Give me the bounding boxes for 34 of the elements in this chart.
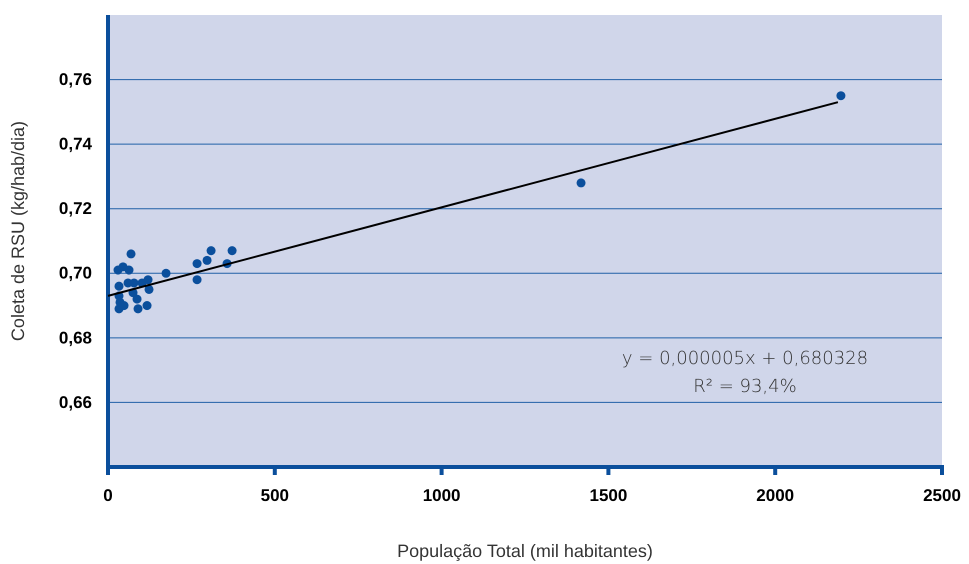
point (206, 246, 216, 256)
y-tick-label: 0,74 (58, 134, 93, 154)
point (576, 178, 586, 188)
x-tick-label: 1000 (422, 486, 461, 506)
point (126, 249, 136, 258)
point (114, 282, 124, 291)
point (113, 266, 123, 275)
x-tick-label: 2000 (756, 486, 794, 506)
point (144, 284, 154, 294)
x-axis-title: População Total (mil habitantes) (397, 541, 653, 561)
y-tick-label: 0,70 (58, 264, 92, 283)
point (192, 259, 202, 268)
point (192, 275, 202, 284)
annotation: R² = 93,4% (693, 376, 797, 397)
y-axis-title: Coleta de RSU (kg/hab/dia) (8, 120, 28, 342)
point (124, 266, 134, 275)
point (114, 304, 124, 314)
point (132, 294, 142, 304)
point (836, 91, 846, 100)
point (144, 275, 153, 284)
x-tick-label: 1500 (589, 486, 628, 506)
annotation: y = 0,000005x + 0,680328 (622, 348, 868, 369)
point (202, 256, 212, 265)
y-tick-label: 0,72 (58, 199, 92, 218)
y-tick-label: 0,68 (58, 328, 92, 348)
x-tick-label: 500 (260, 486, 289, 506)
x-tick-label: 0 (103, 486, 113, 506)
point (134, 304, 143, 314)
y-tick-label: 0,76 (58, 70, 92, 90)
point (162, 268, 171, 278)
y-tick-label: 0,66 (58, 392, 92, 412)
point (142, 301, 152, 310)
x-tick-label: 2500 (923, 486, 961, 506)
point (228, 246, 237, 256)
